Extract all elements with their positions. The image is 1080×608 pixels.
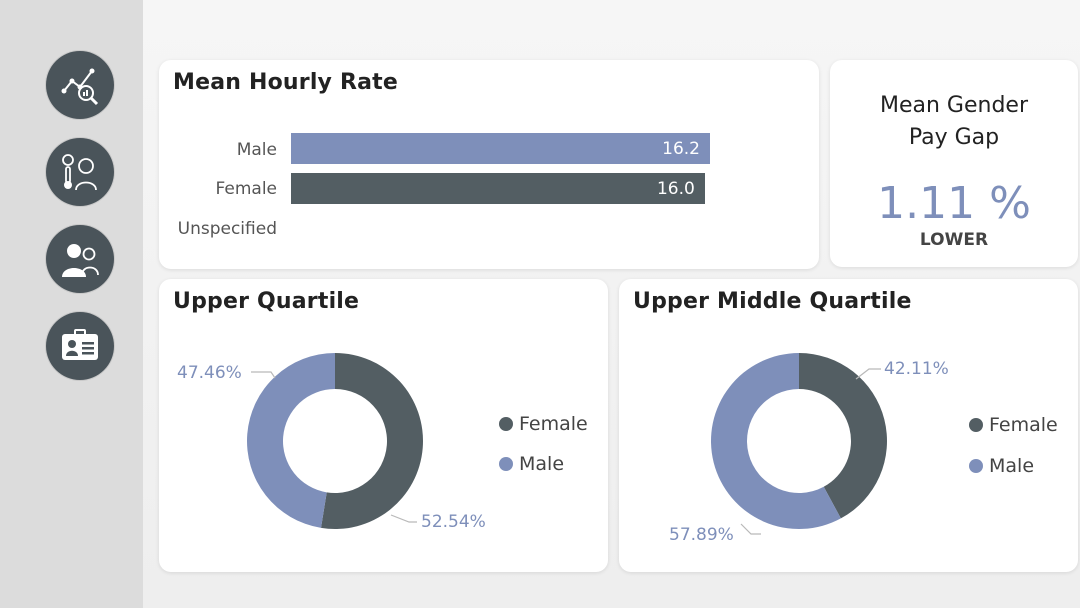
uq-leader-female [390,514,417,523]
nav-health-button[interactable] [46,138,114,206]
umq-legend-male-label: Male [989,455,1035,477]
nav-analytics-button[interactable] [46,51,114,119]
pay-gap-value: 1.11 % [877,178,1031,229]
umq-leader-male [740,523,761,535]
upper-quartile-donut [246,353,423,529]
analytics-icon [61,68,99,106]
health-thermometer-icon [62,154,97,191]
bar-label-male: Male [236,140,277,160]
bar-female[interactable]: 16.0 [291,173,705,204]
upper-middle-quartile-card: Upper Middle Quartile 42.11% 57.89% Fema… [619,279,1078,572]
uq-legend-female-label: Female [519,413,588,435]
bar-value-female: 16.0 [656,178,695,199]
nav-id-card-button[interactable] [46,312,114,380]
nav-people-button[interactable] [46,225,114,293]
umq-legend-female-label: Female [989,414,1058,436]
id-card-icon [62,329,98,360]
bar-label-female: Female [215,179,277,199]
upper-quartile-title: Upper Quartile [173,289,360,314]
upper-middle-quartile-title: Upper Middle Quartile [633,289,912,314]
sidebar [0,0,143,608]
upper-middle-quartile-donut [711,353,887,535]
uq-legend-female[interactable]: Female [499,413,588,435]
umq-label-male: 57.89% [669,525,734,545]
pay-gap-direction: LOWER [919,230,989,250]
people-icon [62,244,99,277]
pay-gap-title-line2: Pay Gap [908,125,1000,150]
uq-legend-female-dot [499,417,513,431]
uq-legend-male-label: Male [519,453,565,475]
uq-leader-male [251,371,276,379]
uq-slice-female[interactable] [321,353,423,529]
gender-pay-gap-card: Mean Gender Pay Gap 1.11 % LOWER [830,60,1078,267]
mean-hourly-rate-title: Mean Hourly Rate [173,70,398,95]
umq-legend-female-dot [969,418,983,432]
bar-value-male: 16.2 [662,138,700,159]
uq-legend-male[interactable]: Male [499,453,564,475]
umq-label-female: 42.11% [884,359,949,379]
uq-label-female: 52.54% [421,512,486,532]
umq-slice-female[interactable] [799,353,887,519]
umq-legend-female[interactable]: Female [969,414,1058,436]
umq-legend-male-dot [969,459,983,473]
upper-quartile-card: Upper Quartile 47.46% 52.54% Female Male [159,279,608,572]
uq-label-male: 47.46% [177,363,242,383]
uq-legend-male-dot [499,457,513,471]
umq-slice-male[interactable] [711,353,841,529]
uq-slice-male[interactable] [246,353,335,528]
umq-leader-female [855,368,881,380]
mean-hourly-rate-card: Mean Hourly Rate Male Female Unspecified… [159,60,819,269]
bar-male[interactable]: 16.2 [291,133,710,164]
bar-label-unspecified: Unspecified [177,219,277,239]
umq-legend-male[interactable]: Male [969,455,1034,477]
pay-gap-title-line1: Mean Gender [879,93,1028,118]
